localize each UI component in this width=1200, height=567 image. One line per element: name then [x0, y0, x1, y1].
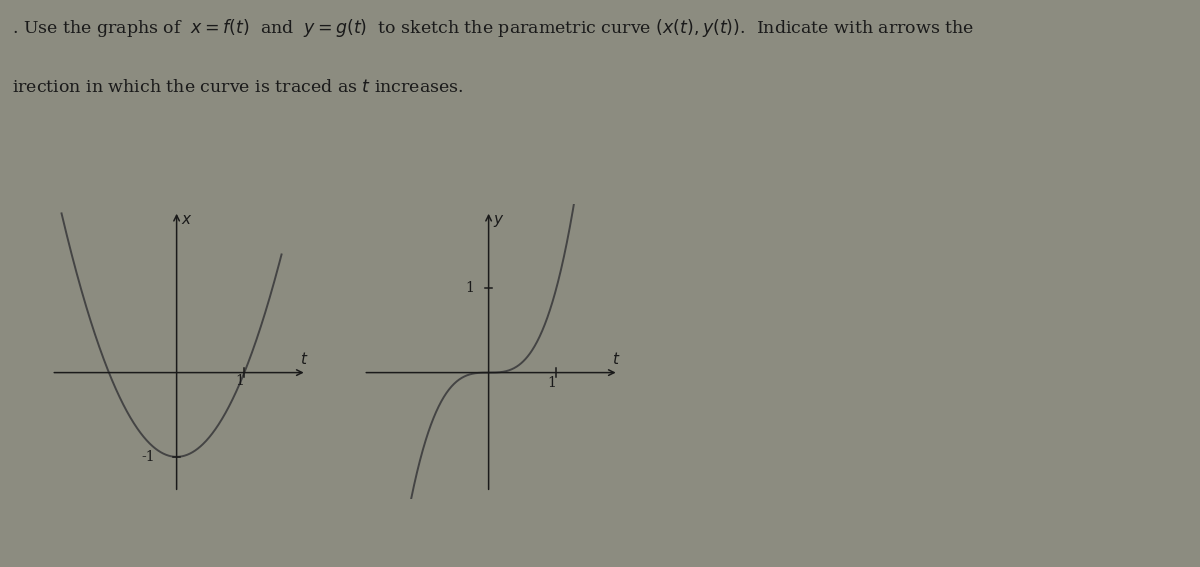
Text: $t$: $t$ — [612, 351, 620, 367]
Text: 1: 1 — [466, 281, 474, 295]
Text: -1: -1 — [142, 450, 155, 464]
Text: . Use the graphs of  $x = f(t)$  and  $y = g(t)$  to sketch the parametric curve: . Use the graphs of $x = f(t)$ and $y = … — [12, 17, 974, 39]
Text: $t$: $t$ — [300, 351, 308, 367]
Text: 1: 1 — [547, 376, 556, 390]
Text: $x$: $x$ — [181, 213, 192, 227]
Text: 1: 1 — [235, 374, 244, 388]
Text: irection in which the curve is traced as $t$ increases.: irection in which the curve is traced as… — [12, 79, 463, 96]
Text: $y$: $y$ — [493, 213, 504, 229]
